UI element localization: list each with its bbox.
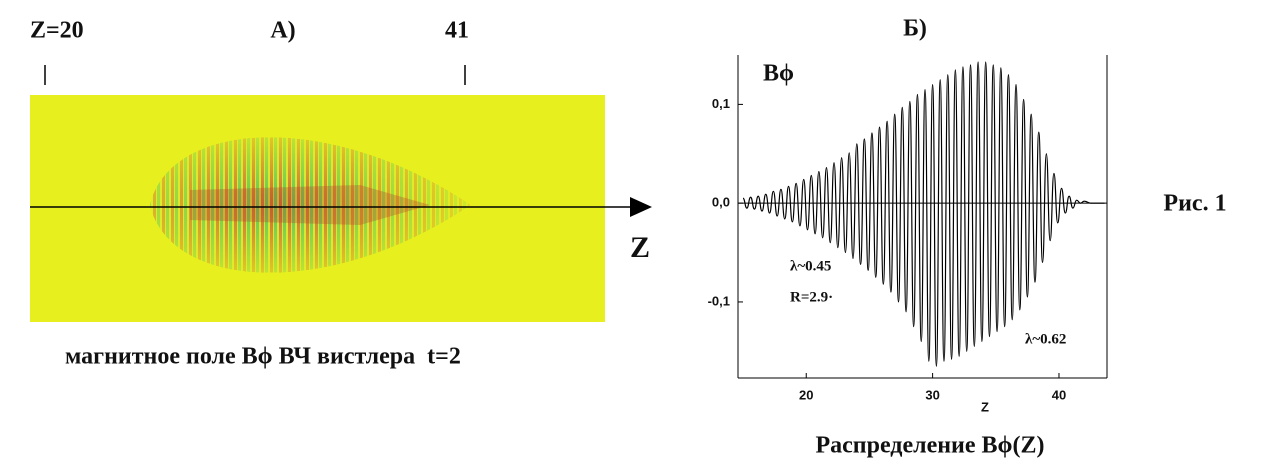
y-axis-label: Bϕ [763,61,794,87]
field-map [30,65,652,322]
signal-line [742,61,1105,367]
annotation: λ~0.62 [1025,331,1066,347]
x-tick-label: 20 [799,387,813,402]
x-axis-label: Z [981,399,989,414]
marker-label: 41 [445,18,469,44]
caption: магнитное поле Bϕ ВЧ вистлера t=2 [65,344,461,370]
y-tick-label: -0,1 [708,293,730,308]
axis-label: Z [630,231,650,264]
panel-title: Б) [903,16,927,42]
x-tick-label: 30 [925,387,939,402]
panel-title: А) [270,18,295,44]
annotation: R=2.9· [790,289,833,305]
marker-label: Z=20 [30,18,84,44]
panel-subtitle: Распределение Bϕ(Z) [815,433,1044,459]
y-tick-label: 0,0 [712,195,730,210]
annotation: λ~0.45 [790,258,831,274]
y-tick-label: 0,1 [712,96,730,111]
x-tick-label: 40 [1052,387,1066,402]
figure-label: Рис. 1 [1163,191,1226,217]
